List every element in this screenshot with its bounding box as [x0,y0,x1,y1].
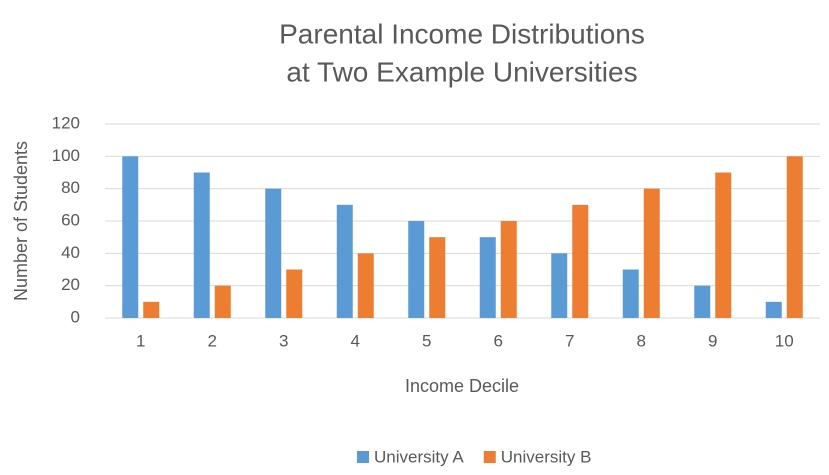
bar [214,285,231,318]
bar [572,204,589,318]
bar [500,221,517,318]
x-tick-label: 3 [279,331,288,350]
bar [715,172,732,318]
bar [336,204,353,318]
bar [143,301,160,318]
chart-title: at Two Example Universities [286,56,637,87]
x-tick-label: 2 [208,331,217,350]
legend-label: University B [501,447,592,466]
bar [265,188,282,318]
x-tick-label: 10 [775,331,794,350]
bar [479,237,496,318]
chart-title: Parental Income Distributions [279,18,645,49]
bar [357,253,374,318]
bar [551,253,568,318]
bar [122,156,139,318]
y-tick-label: 0 [71,307,80,326]
x-tick-label: 4 [351,331,360,350]
bar [408,221,425,318]
bar [786,156,803,318]
x-tick-label: 1 [136,331,145,350]
y-tick-label: 100 [52,146,80,165]
bar [622,269,639,318]
legend-swatch [357,451,369,463]
y-axis-title: Number of Students [11,141,31,301]
legend-swatch [483,451,496,463]
bar [429,237,446,318]
bar [765,301,782,318]
x-tick-label: 8 [637,331,646,350]
y-tick-label: 80 [61,178,80,197]
bar [694,285,711,318]
y-tick-label: 60 [61,210,80,229]
y-tick-label: 40 [61,243,80,262]
x-tick-label: 7 [565,331,574,350]
bar [193,172,210,318]
y-tick-label: 120 [52,113,80,132]
x-tick-label: 6 [494,331,503,350]
bar [286,269,303,318]
x-axis-title: Income Decile [405,376,519,396]
bar [643,188,660,318]
y-tick-label: 20 [61,275,80,294]
x-tick-label: 9 [708,331,717,350]
x-tick-label: 5 [422,331,431,350]
legend-label: University A [374,447,464,466]
